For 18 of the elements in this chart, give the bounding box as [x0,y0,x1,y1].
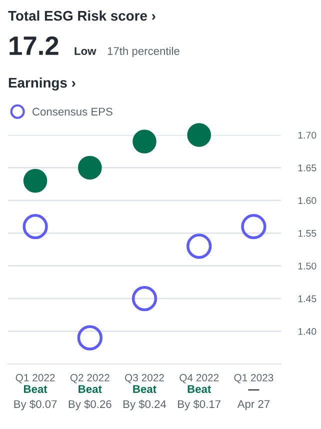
y-tick-label: 1.65 [298,164,316,172]
chart-subtitle: Earnings › [8,77,76,91]
y-tick-label: 1.40 [298,328,316,335]
category-label: Q3 2022 Beat By $0.24 [123,374,166,410]
chart-title: Total ESG Risk score › [8,10,156,21]
text: 17.2 [10,36,58,55]
y-tick-label: 1.45 [298,295,316,302]
y-tick-label: 1.50 [298,262,316,270]
legend-label: Consensus EPS [32,108,112,116]
text: Low [74,47,96,55]
category-label: Q1 2022 Beat By $0.07 [14,374,57,410]
category-label: Q1 2023 — Apr 27 [234,374,274,410]
category-label: Q2 2022 Beat By $0.26 [68,374,112,410]
y-tick-label: 1.55 [298,230,316,237]
y-tick-label: 1.60 [298,197,316,204]
y-tick-label: 1.70 [298,132,316,139]
category-label: Q4 2022 Beat By $0.17 [178,374,220,410]
text: 17th percentile [108,46,180,58]
